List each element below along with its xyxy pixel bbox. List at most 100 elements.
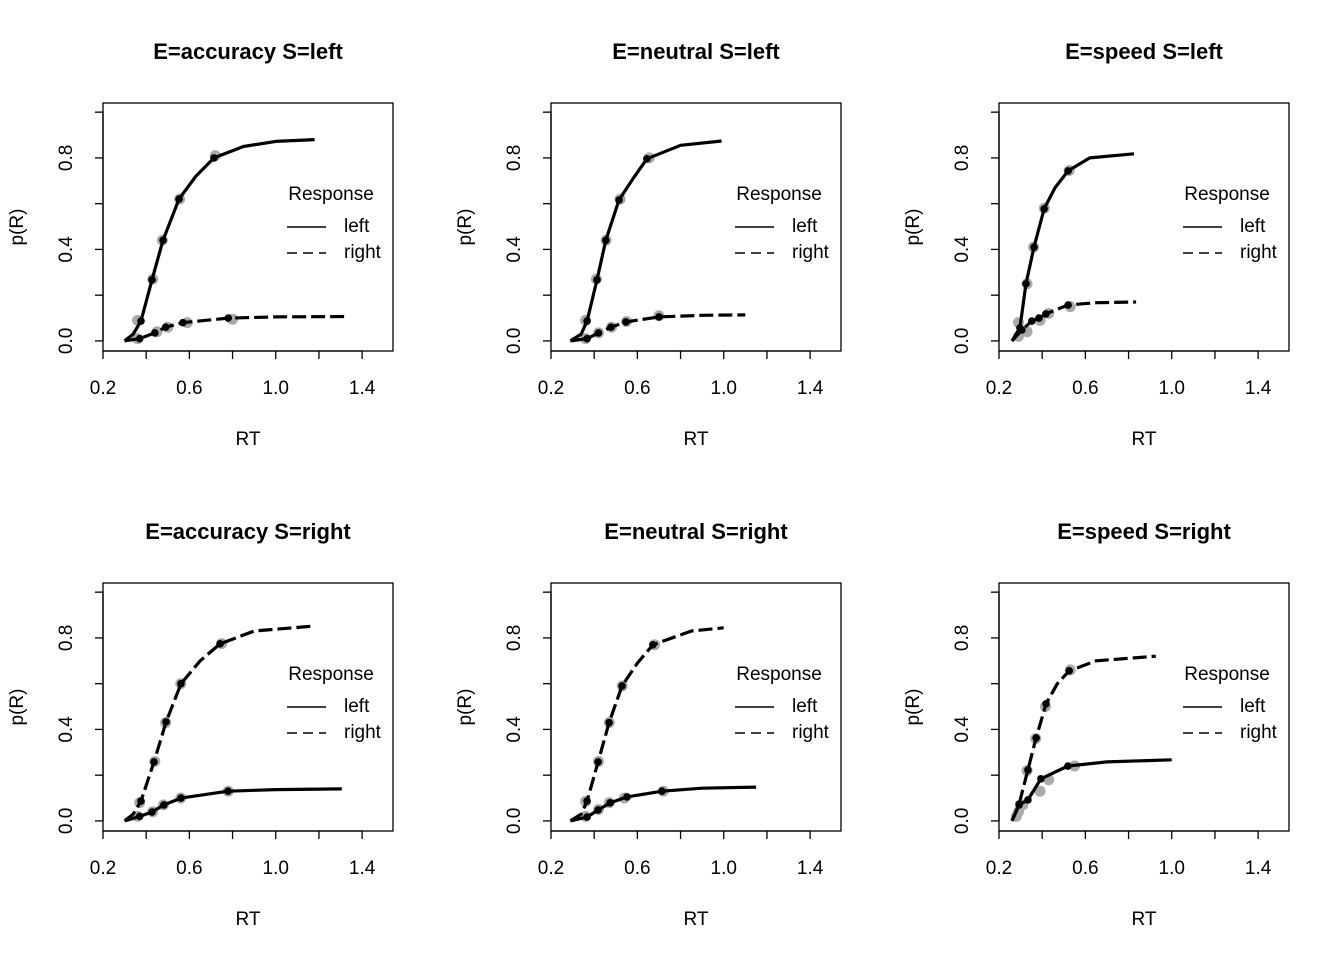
x-tick-label: 0.6 [176,378,202,399]
y-axis-label: p(R) [903,689,924,726]
legend-title: Response [1184,184,1270,205]
x-tick-label: 1.0 [1159,858,1185,879]
model-point [605,718,613,727]
model-point [179,318,187,327]
panel: E=neutral S=right RT p(R) 0.2 0.6 1.0 1.4 0.0 0.… [455,519,842,930]
panel: E=accuracy S=left RT p(R) 0.2 0.6 1.0 1.4 0.0 0.… [7,39,394,450]
y-tick-label: 0.8 [504,145,525,171]
model-point [1064,167,1072,175]
model-point [150,758,158,766]
x-tick-label: 1.0 [263,858,289,879]
legend-label: right [1240,242,1278,263]
legend-title: Response [736,664,822,685]
curve [124,787,342,823]
x-axis-label: RT [1132,429,1157,450]
panel-title: E=speed S=right [1057,519,1231,544]
model-point [148,276,156,284]
model-point [1064,762,1072,770]
x-tick-label: 0.6 [1072,858,1098,879]
y-tick-label: 0.4 [56,716,77,743]
model-point [615,196,623,204]
panel: E=neutral S=left RT p(R) 0.2 0.6 1.0 1.4 0.0 0.4… [455,39,842,450]
model-point [594,329,603,337]
panel-title: E=accuracy S=left [153,39,343,64]
x-tick-label: 1.0 [711,378,737,399]
model-point [160,801,168,809]
y-axis-label: p(R) [7,209,28,246]
legend-label: left [1240,216,1266,237]
model-point [1022,279,1030,288]
panel: E=speed S=left RT p(R) 0.2 0.6 1.0 1.4 0.0 0.4 0.… [903,39,1290,450]
y-tick-label: 0.8 [56,625,77,651]
y-tick-label: 0.0 [56,328,77,354]
model-point [159,236,167,245]
model-point [1064,301,1072,309]
model-point [151,329,159,337]
model-point [177,679,185,688]
legend-label: left [344,216,370,237]
x-tick-label: 1.0 [711,858,737,879]
y-tick-label: 0.4 [56,236,77,263]
y-tick-label: 0.0 [952,328,973,354]
x-tick-label: 1.4 [1245,858,1272,879]
panel-title: E=neutral S=right [604,519,788,544]
x-tick-label: 0.2 [538,858,564,879]
model-point [658,787,666,795]
x-axis-label: RT [684,429,709,450]
model-point [606,799,614,807]
curve [569,139,722,343]
x-tick-label: 0.6 [624,378,650,399]
y-axis-label: p(R) [455,689,476,726]
model-point [137,317,145,325]
y-tick-label: 0.8 [504,625,525,651]
legend-label: left [792,216,818,237]
model-point [224,314,233,322]
legend-label: right [1240,722,1278,743]
model-point [643,155,651,163]
y-tick-label: 0.4 [952,236,973,263]
model-point [177,794,185,802]
model-point [135,812,144,821]
legend-label: right [792,242,830,263]
model-point [607,323,615,332]
y-tick-label: 0.0 [952,808,973,834]
model-point [622,318,630,326]
panel-title: E=accuracy S=right [145,519,351,544]
model-point [655,313,663,321]
x-tick-label: 1.4 [797,378,824,399]
y-axis-label: p(R) [7,689,28,726]
model-point [1042,699,1050,708]
model-point [148,808,156,816]
curve [124,314,348,343]
x-tick-label: 1.0 [263,378,289,399]
y-tick-label: 0.0 [56,808,77,834]
x-tick-label: 0.2 [986,858,1012,879]
panel-title: E=speed S=left [1065,39,1223,64]
model-point [1042,310,1050,318]
model-point [594,758,602,766]
panel: E=speed S=right RT p(R) 0.2 0.6 1.0 1.4 0.0 0.4 0… [903,519,1290,930]
x-tick-label: 1.0 [1159,378,1185,399]
model-point [1032,734,1040,742]
x-tick-label: 0.6 [1072,378,1098,399]
model-point [649,640,657,649]
legend-label: right [792,722,830,743]
model-point [583,334,591,343]
x-tick-label: 0.2 [538,378,564,399]
curve [569,626,724,823]
panel: E=accuracy S=right RT p(R) 0.2 0.6 1.0 1.4 0.0 0… [7,519,394,930]
model-point [1024,796,1032,804]
legend-title: Response [736,184,822,205]
y-axis-label: p(R) [455,209,476,246]
legend-title: Response [288,184,374,205]
model-point [1040,205,1048,213]
y-tick-label: 0.4 [504,716,525,743]
curve [1010,300,1137,342]
legend-title: Response [288,664,374,685]
model-point [1030,243,1038,251]
model-point [594,806,602,814]
model-point [210,154,218,162]
y-tick-label: 0.8 [952,145,973,171]
model-point [583,813,591,821]
model-point [602,236,610,245]
